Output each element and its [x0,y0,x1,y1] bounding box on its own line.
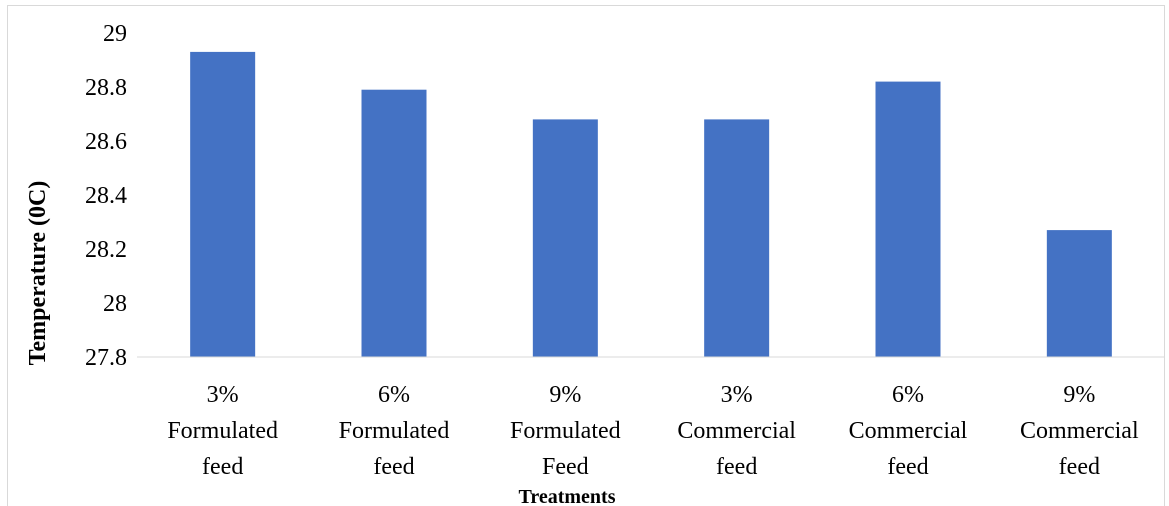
x-tick-label: 6% [378,382,410,408]
x-tick-label: Commercial [677,418,796,444]
x-tick-label: feed [887,454,928,480]
x-tick-label: Formulated [510,418,621,444]
y-tick-label: 28.8 [85,75,127,101]
x-tick-label: 3% [207,382,239,408]
x-tick-label: Formulated [339,418,450,444]
x-axis-title: Treatments [518,486,615,506]
x-tick-label: feed [1059,454,1100,480]
bar [1046,230,1112,357]
bars [190,51,1112,358]
y-tick-label: 29 [103,21,127,47]
y-tick-label: 28 [103,291,127,317]
y-tick-label: 27.8 [85,345,127,371]
bar [361,89,427,357]
x-tick-label: feed [202,454,243,480]
x-tick-label: 9% [1063,382,1095,408]
x-tick-label: 3% [721,382,753,408]
bar [875,81,941,357]
y-tick-label: 28.6 [85,129,127,155]
x-tick-label: Formulated [167,418,278,444]
bar [532,119,598,358]
y-tick-label: 28.4 [85,183,127,209]
y-tick-label: 28.2 [85,237,127,263]
x-tick-label: feed [716,454,757,480]
y-axis: 27.8 28 28.2 28.4 28.6 28.8 29 [85,21,127,371]
x-axis-labels: 3% Formulated feed 6% Formulated feed 9% Formul… [167,382,1139,480]
x-tick-label: 9% [549,382,581,408]
x-tick-label: Commercial [849,418,968,444]
x-tick-label: Feed [542,454,589,480]
x-tick-label: 6% [892,382,924,408]
chart-frame [7,5,1165,506]
x-tick-label: Commercial [1020,418,1139,444]
x-tick-label: feed [373,454,414,480]
bar [190,51,256,358]
bar [704,119,770,358]
y-axis-title: Temperature (0C) [25,181,51,366]
